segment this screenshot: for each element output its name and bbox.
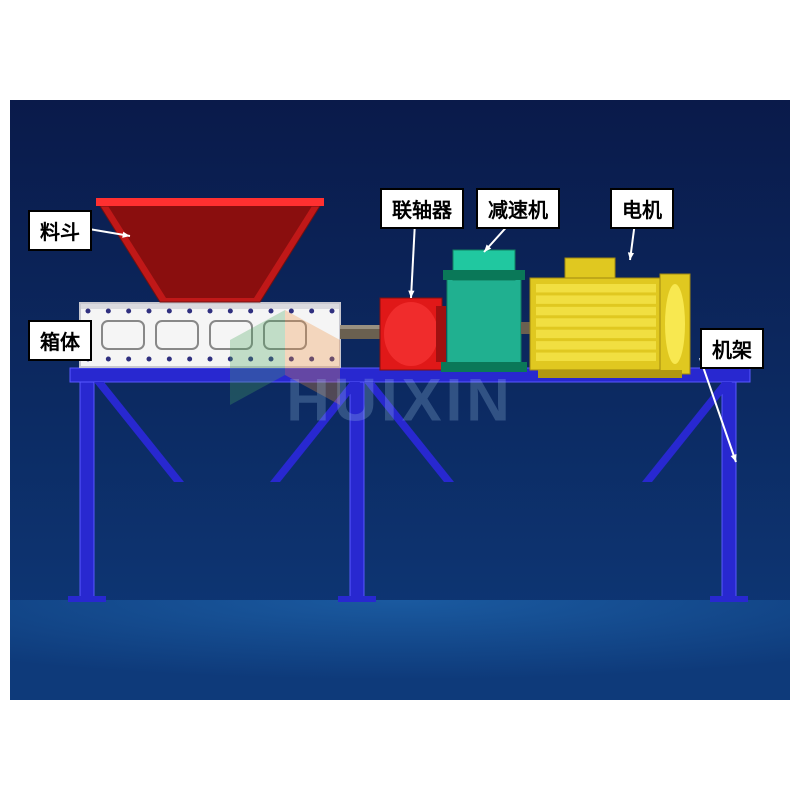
- coupling: [380, 298, 446, 370]
- label-housing: 箱体: [28, 320, 92, 361]
- diagram-canvas: HUIXIN 料斗 箱体 联轴器 减速机 电机 机架: [10, 100, 790, 700]
- watermark-text: HUIXIN: [286, 366, 513, 435]
- label-hopper: 料斗: [28, 210, 92, 251]
- label-motor: 电机: [610, 188, 674, 229]
- label-gearbox: 减速机: [476, 188, 560, 229]
- label-frame: 机架: [700, 328, 764, 369]
- label-coupling: 联轴器: [380, 188, 464, 229]
